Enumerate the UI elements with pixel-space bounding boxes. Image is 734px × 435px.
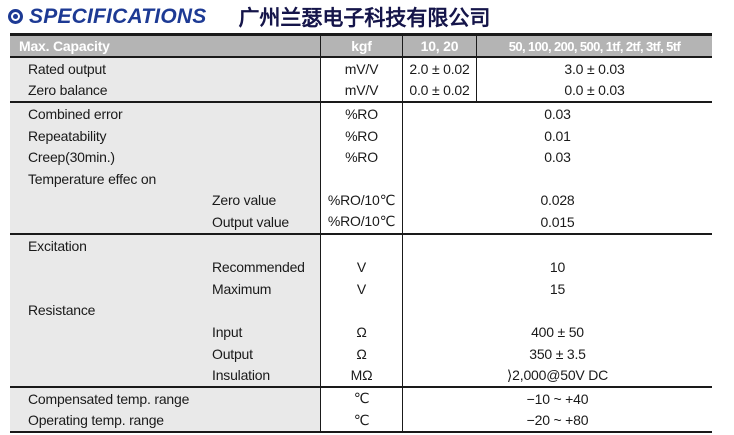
spec-table: Max. Capacity kgf 10, 20 50, 100, 200, 5… xyxy=(10,33,712,434)
row-unit: mV/V xyxy=(321,58,403,80)
row-value: 0.03 xyxy=(544,105,571,122)
row-unit xyxy=(321,299,403,322)
row-value-large-range: 0.0 ± 0.03 xyxy=(564,82,625,99)
row-value xyxy=(403,235,712,257)
row-value: 10 xyxy=(549,259,566,276)
row-unit: %RO xyxy=(321,146,403,168)
spec-row: Temperature effec on xyxy=(10,167,712,190)
row-value: −20 ~ +80 xyxy=(526,412,589,429)
row-unit: V xyxy=(321,277,403,300)
row-unit: %RO xyxy=(321,103,403,125)
row-label: Compensated temp. range xyxy=(10,387,321,410)
row-unit: mV/V xyxy=(321,79,403,102)
spec-row: Insulation MΩ ⟩2,000@50V DC xyxy=(10,364,712,386)
row-value: 400 ± 50 xyxy=(531,323,584,340)
row-label: Rated output xyxy=(10,58,321,80)
spec-row: Resistance xyxy=(10,299,712,322)
row-value-small-range: 2.0 ± 0.02 xyxy=(403,58,477,80)
row-label: Recommended xyxy=(10,256,321,278)
row-label: Temperature effec on xyxy=(10,167,321,190)
row-value: 0.03 xyxy=(544,149,571,166)
spec-row: Repeatability %RO 0.01 xyxy=(10,124,712,147)
spec-table-body: Rated output mV/V 2.0 ± 0.02 3.0 ± 0.03 Zero… xyxy=(10,58,712,432)
row-label: Maximum xyxy=(10,277,321,300)
row-value: 0.01 xyxy=(544,127,571,144)
row-label: Excitation xyxy=(10,234,321,257)
table-header-row: Max. Capacity kgf 10, 20 50, 100, 200, 5… xyxy=(10,36,712,58)
row-value: 0.015 xyxy=(540,213,575,230)
header-capacity-range-large: 50, 100, 200, 500, 1tf, 2tf, 3tf, 5tf xyxy=(508,38,681,54)
spec-row: Recommended V 10 xyxy=(10,256,712,278)
spec-row: Operating temp. range ℃ −20 ~ +80 xyxy=(10,409,712,432)
row-value: ⟩2,000@50V DC xyxy=(506,366,609,383)
row-unit: %RO/10℃ xyxy=(321,211,403,233)
row-label: Creep(30min.) xyxy=(10,146,321,168)
row-label: Output value xyxy=(10,211,321,233)
header-capacity-range-small: 10, 20 xyxy=(403,36,477,56)
row-unit: Ω xyxy=(321,342,403,365)
row-value: 15 xyxy=(549,280,566,297)
row-unit xyxy=(321,234,403,257)
row-label: Zero balance xyxy=(10,79,321,102)
row-value: 0.028 xyxy=(540,192,575,209)
row-unit: ℃ xyxy=(321,409,403,432)
row-label: Insulation xyxy=(10,364,321,386)
spec-section: Combined error %RO 0.03 Repeatability %RO 0.0… xyxy=(10,101,712,233)
bullseye-icon xyxy=(8,9,23,24)
spec-row: Rated output mV/V 2.0 ± 0.02 3.0 ± 0.03 xyxy=(10,58,712,80)
spec-row: Zero value %RO/10℃ 0.028 xyxy=(10,189,712,212)
row-unit xyxy=(321,167,403,190)
row-unit: MΩ xyxy=(321,364,403,386)
row-value-large-range: 3.0 ± 0.03 xyxy=(564,60,625,77)
company-title: 广州兰瑟电子科技有限公司 xyxy=(238,6,491,30)
title-bar: SPECIFICATIONS 广州兰瑟电子科技有限公司 xyxy=(0,0,734,33)
spec-row: Creep(30min.) %RO 0.03 xyxy=(10,146,712,168)
row-label: Input xyxy=(10,321,321,343)
row-value: 350 ± 3.5 xyxy=(529,345,586,362)
row-value xyxy=(403,300,712,322)
row-unit: Ω xyxy=(321,321,403,343)
header-max-capacity: Max. Capacity xyxy=(10,36,321,56)
row-label: Repeatability xyxy=(10,124,321,147)
spec-row: Output value %RO/10℃ 0.015 xyxy=(10,211,712,233)
spec-row: Maximum V 15 xyxy=(10,277,712,300)
row-label: Output xyxy=(10,342,321,365)
spec-row: Compensated temp. range ℃ −10 ~ +40 xyxy=(10,387,712,410)
spec-row: Combined error %RO 0.03 xyxy=(10,103,712,125)
spec-row: Zero balance mV/V 0.0 ± 0.02 0.0 ± 0.03 xyxy=(10,79,712,102)
row-label: Resistance xyxy=(10,299,321,322)
row-label: Zero value xyxy=(10,189,321,212)
row-label: Combined error xyxy=(10,103,321,125)
header-unit-kgf: kgf xyxy=(321,36,403,56)
row-unit: %RO xyxy=(321,124,403,147)
spec-row: Output Ω 350 ± 3.5 xyxy=(10,342,712,365)
spec-section: Rated output mV/V 2.0 ± 0.02 3.0 ± 0.03 Zero… xyxy=(10,58,712,102)
row-unit: %RO/10℃ xyxy=(321,189,403,212)
row-value: −10 ~ +40 xyxy=(526,390,589,407)
row-value xyxy=(403,168,712,190)
row-unit: ℃ xyxy=(321,387,403,410)
row-unit: V xyxy=(321,256,403,278)
page-title: SPECIFICATIONS xyxy=(29,4,207,28)
row-label: Operating temp. range xyxy=(10,409,321,432)
spec-section: Compensated temp. range ℃ −10 ~ +40 Operati… xyxy=(10,385,712,432)
row-value-small-range: 0.0 ± 0.02 xyxy=(403,79,477,102)
spec-row: Excitation xyxy=(10,234,712,257)
spec-row: Input Ω 400 ± 50 xyxy=(10,321,712,343)
spec-section: Excitation Recommended V 10 Maximum V 15 Resist… xyxy=(10,232,712,386)
